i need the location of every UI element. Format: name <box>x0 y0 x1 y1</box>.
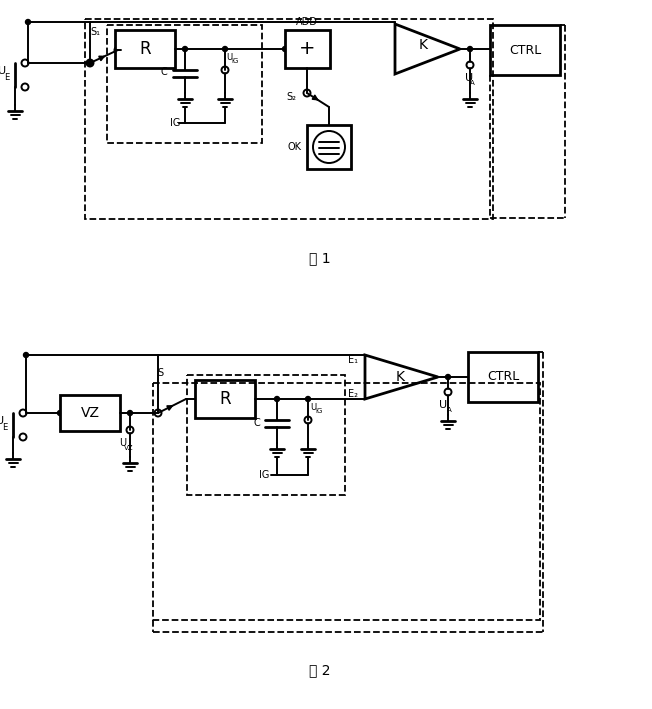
Text: VZ: VZ <box>124 445 134 451</box>
Text: U: U <box>0 416 4 426</box>
Text: A: A <box>469 80 475 86</box>
Circle shape <box>87 60 93 65</box>
Text: K: K <box>396 370 404 384</box>
Circle shape <box>222 47 228 52</box>
Text: S₂: S₂ <box>286 92 296 102</box>
Text: 图 1: 图 1 <box>309 251 331 265</box>
Text: +: + <box>299 38 316 57</box>
Text: IG: IG <box>316 408 323 414</box>
Bar <box>153 383 540 620</box>
Text: OK: OK <box>287 142 301 152</box>
Text: E₁: E₁ <box>348 355 358 365</box>
Bar <box>60 395 120 431</box>
Circle shape <box>274 396 280 401</box>
Text: S: S <box>157 368 163 378</box>
Bar <box>490 25 560 75</box>
Text: IG: IG <box>170 118 181 128</box>
Text: C: C <box>253 418 260 428</box>
Circle shape <box>306 396 310 401</box>
Text: A: A <box>447 407 451 413</box>
Bar <box>85 19 493 219</box>
Text: IG: IG <box>231 58 239 64</box>
Circle shape <box>282 47 288 52</box>
Bar <box>195 380 255 418</box>
Text: U: U <box>0 66 6 76</box>
Bar <box>468 352 538 402</box>
Bar <box>285 30 330 68</box>
Text: K: K <box>419 38 428 52</box>
Circle shape <box>57 411 63 415</box>
Circle shape <box>183 47 188 52</box>
Circle shape <box>25 20 31 25</box>
Circle shape <box>23 352 29 357</box>
Circle shape <box>467 47 473 52</box>
Text: IG: IG <box>259 470 269 480</box>
Bar <box>187 375 345 495</box>
Text: ADD: ADD <box>296 17 318 27</box>
Text: U: U <box>439 400 447 410</box>
Text: VZ: VZ <box>80 406 100 420</box>
Text: U: U <box>310 403 316 411</box>
Text: E₂: E₂ <box>348 389 358 399</box>
Text: U: U <box>465 73 473 83</box>
Text: R: R <box>139 40 151 58</box>
Text: E: E <box>3 423 8 432</box>
Text: U: U <box>119 438 126 448</box>
Text: U: U <box>226 52 232 62</box>
Circle shape <box>128 411 132 415</box>
Bar <box>107 25 262 143</box>
Bar <box>307 125 351 169</box>
Text: E: E <box>5 74 10 82</box>
Text: CTRL: CTRL <box>487 371 519 384</box>
Text: S₁: S₁ <box>90 27 100 37</box>
Text: CTRL: CTRL <box>509 43 541 57</box>
Circle shape <box>445 374 451 379</box>
Text: C: C <box>160 67 167 77</box>
Text: R: R <box>219 390 231 408</box>
Text: 图 2: 图 2 <box>309 663 331 677</box>
Bar <box>115 30 175 68</box>
